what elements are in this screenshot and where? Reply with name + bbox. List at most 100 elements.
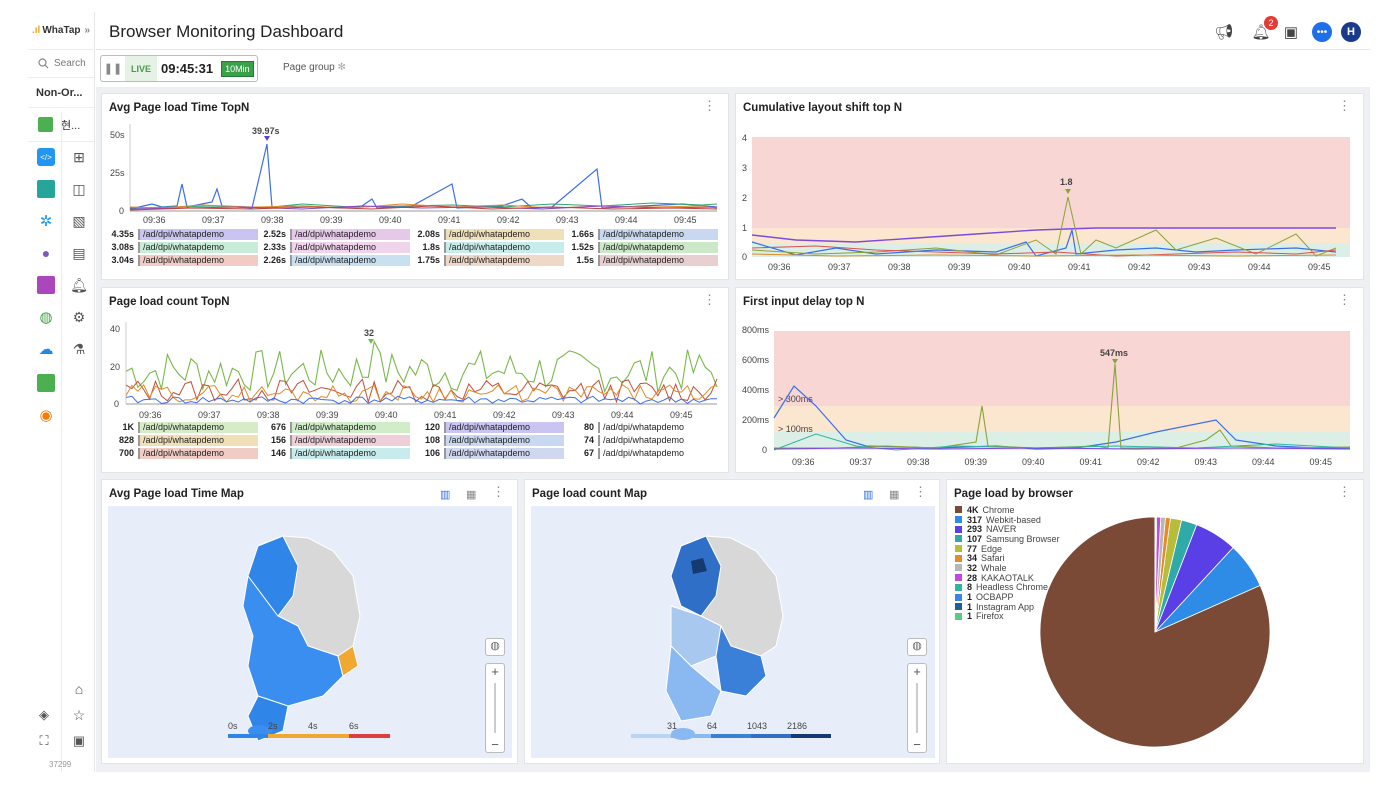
zoom-in-button[interactable]: +: [491, 664, 499, 679]
settings-gear-icon[interactable]: ⚙: [72, 308, 86, 325]
legend-item[interactable]: 828/ad/dpi/whatapdemo: [106, 434, 258, 446]
paint-bucket-icon[interactable]: ◈: [39, 707, 49, 722]
legend-item[interactable]: 1.5s/ad/dpi/whatapdemo: [566, 254, 718, 266]
legend-item[interactable]: 80/ad/dpi/whatapdemo: [566, 421, 718, 433]
peak-label: 32: [364, 328, 374, 338]
legend-item[interactable]: 317 Webkit-based: [955, 515, 1060, 525]
more-menu-icon[interactable]: ⋮: [492, 484, 505, 499]
live-time-control[interactable]: ❚❚ LIVE 09:45:31 10Min: [100, 55, 258, 82]
legend-item[interactable]: 676/ad/dpi/whatapdemo: [258, 421, 410, 433]
page-group-gear-icon[interactable]: ✻: [337, 62, 346, 73]
legend-item[interactable]: 108/ad/dpi/whatapdemo: [412, 434, 564, 446]
legend-item[interactable]: 2.08s/ad/dpi/whatapdemo: [412, 228, 564, 240]
home-icon[interactable]: ⌂: [74, 681, 84, 697]
legend-item[interactable]: 156/ad/dpi/whatapdemo: [258, 434, 410, 446]
project-selector[interactable]: Non-Or...: [28, 78, 94, 108]
legend-item[interactable]: 1.75s/ad/dpi/whatapdemo: [412, 254, 564, 266]
favorite-star-icon[interactable]: ☆: [72, 706, 86, 723]
layout-icon[interactable]: ◫: [72, 180, 86, 197]
legend-item[interactable]: 1.8s/ad/dpi/whatapdemo: [412, 241, 564, 253]
legend-item[interactable]: 146/ad/dpi/whatapdemo: [258, 447, 410, 459]
cloud-icon[interactable]: ☁: [38, 341, 54, 358]
legend-item[interactable]: 107 Samsung Browser: [955, 534, 1060, 544]
zoom-out-button[interactable]: −: [913, 737, 921, 752]
zoom-out-button[interactable]: −: [491, 737, 499, 752]
legend-item[interactable]: 2.26s/ad/dpi/whatapdemo: [258, 254, 410, 266]
collapse-button[interactable]: »: [84, 25, 91, 36]
legend-item[interactable]: 77 Edge: [955, 544, 1060, 554]
map-view-icon[interactable]: ▥: [440, 489, 451, 501]
pause-icon[interactable]: ❚❚: [103, 63, 123, 75]
x-tick: 09:36: [139, 410, 162, 420]
zoom-in-button[interactable]: +: [913, 664, 921, 679]
network-globe-icon[interactable]: ◍: [39, 309, 53, 326]
legend-value: 120: [424, 422, 440, 432]
legend-item[interactable]: 2.52s/ad/dpi/whatapdemo: [258, 228, 410, 240]
zoom-slider[interactable]: [494, 683, 496, 733]
legend-item[interactable]: 120/ad/dpi/whatapdemo: [412, 421, 564, 433]
x-tick: 09:41: [1068, 262, 1091, 270]
more-menu-icon[interactable]: ⋮: [914, 484, 927, 499]
legend-name: Chrome: [982, 504, 1015, 515]
sidebar-search[interactable]: Search: [28, 50, 94, 78]
more-menu-icon[interactable]: ⋮: [1338, 484, 1351, 499]
legend-item[interactable]: 32 Whale: [955, 563, 1060, 573]
more-menu-icon[interactable]: ⋮: [703, 292, 716, 307]
page-group-filter[interactable]: Page group ✻: [283, 62, 346, 73]
more-menu-icon[interactable]: ⋮: [1338, 98, 1351, 113]
legend-item[interactable]: 74/ad/dpi/whatapdemo: [566, 434, 718, 446]
user-avatar[interactable]: H: [1341, 22, 1361, 42]
x-tick: 09:45: [670, 410, 693, 420]
app-logo[interactable]: .ıl WhaTap»: [28, 12, 94, 50]
duration-badge[interactable]: 10Min: [221, 60, 254, 77]
legend-item[interactable]: 8 Headless Chrome: [955, 582, 1060, 592]
alert-bell-icon[interactable]: 🔔︎: [70, 276, 88, 293]
legend-item[interactable]: 1K/ad/dpi/whatapdemo: [106, 421, 258, 433]
map-view-icon[interactable]: ▥: [863, 489, 874, 501]
chart-icon[interactable]: ▧: [72, 212, 86, 229]
legend-item[interactable]: 1 OCBAPP: [955, 592, 1060, 602]
legend-item[interactable]: 700/ad/dpi/whatapdemo: [106, 447, 258, 459]
legend-swatch: [955, 554, 962, 562]
globe-reset-icon[interactable]: ◍: [485, 638, 505, 656]
chat-icon[interactable]: •••: [1312, 22, 1332, 42]
project-list-icon[interactable]: [37, 374, 55, 392]
more-menu-icon[interactable]: ⋮: [1338, 292, 1351, 307]
x-tick: 09:39: [948, 262, 971, 270]
legend-item[interactable]: 1.66s/ad/dpi/whatapdemo: [566, 228, 718, 240]
legend-item[interactable]: 1.52s/ad/dpi/whatapdemo: [566, 241, 718, 253]
database-icon[interactable]: ●: [41, 245, 51, 261]
globe-reset-icon[interactable]: ◍: [907, 638, 927, 656]
table-view-icon[interactable]: ▦: [466, 489, 477, 501]
legend-item[interactable]: 1 Firefox: [955, 611, 1060, 621]
legend-item[interactable]: 34 Safari: [955, 553, 1060, 563]
legend-item[interactable]: 3.04s/ad/dpi/whatapdemo: [106, 254, 258, 266]
legend-item[interactable]: 3.08s/ad/dpi/whatapdemo: [106, 241, 258, 253]
dashboard-grid-icon[interactable]: ⊞: [73, 148, 85, 165]
kubernetes-icon[interactable]: ✲: [39, 213, 53, 230]
add-project-icon[interactable]: ◉: [39, 407, 53, 424]
legend-item[interactable]: 2.33s/ad/dpi/whatapdemo: [258, 241, 410, 253]
flask-icon[interactable]: ⚗: [72, 340, 86, 357]
browser-code-icon[interactable]: </>: [37, 148, 55, 166]
more-menu-icon[interactable]: ⋮: [703, 98, 716, 113]
legend-item[interactable]: 4K Chrome: [955, 505, 1060, 515]
site-map-icon[interactable]: ▣: [72, 733, 86, 748]
legend-item[interactable]: 293 NAVER: [955, 524, 1060, 534]
fullscreen-icon[interactable]: ⛶: [39, 733, 49, 748]
legend-item[interactable]: 106/ad/dpi/whatapdemo: [412, 447, 564, 459]
legend-value: 156: [270, 435, 286, 445]
report-icon[interactable]: ▤: [72, 244, 86, 261]
legend-value: 1.66s: [571, 229, 594, 239]
legend-item[interactable]: 1 Instagram App: [955, 602, 1060, 612]
zoom-slider[interactable]: [916, 683, 918, 733]
legend-item[interactable]: 67/ad/dpi/whatapdemo: [566, 447, 718, 459]
log-icon[interactable]: [37, 276, 55, 294]
calendar-icon[interactable]: ▣: [1283, 24, 1299, 41]
legend-item[interactable]: 28 KAKAOTALK: [955, 573, 1060, 583]
dashboard-area: Avg Page load Time TopN ⋮ 50s 25s 0 39.9…: [96, 88, 1370, 772]
announcement-megaphone-icon[interactable]: 📢︎: [1214, 24, 1234, 41]
legend-item[interactable]: 4.35s/ad/dpi/whatapdemo: [106, 228, 258, 240]
table-view-icon[interactable]: ▦: [889, 489, 900, 501]
server-icon[interactable]: [37, 180, 55, 198]
